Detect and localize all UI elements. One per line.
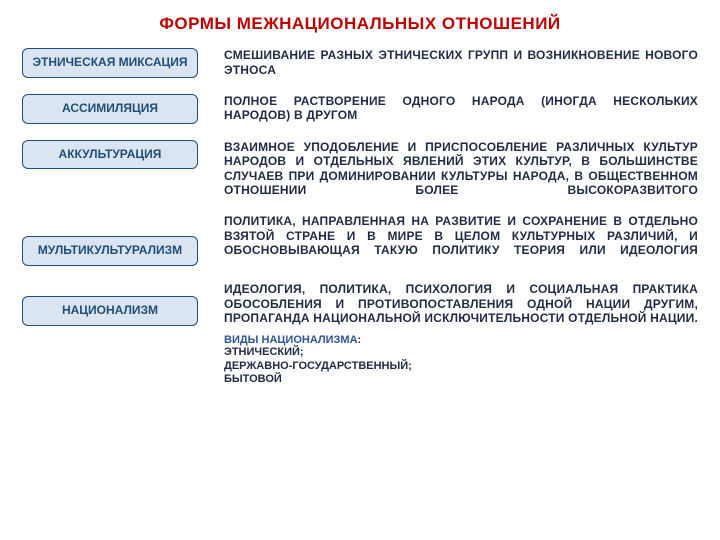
colon: : xyxy=(358,334,362,346)
nationalism-kind-0: ЭТНИЧЕСКИЙ; xyxy=(224,346,698,360)
term-box-2: АККУЛЬТУРАЦИЯ xyxy=(22,140,198,170)
page-title: ФОРМЫ МЕЖНАЦИОНАЛЬНЫХ ОТНОШЕНИЙ xyxy=(22,14,698,34)
term-box-1: АССИМИЛЯЦИЯ xyxy=(22,94,198,124)
term-box-0: ЭТНИЧЕСКАЯ МИКСАЦИЯ xyxy=(22,48,198,78)
desc-4: ИДЕОЛОГИЯ, ПОЛИТИКА, ПСИХОЛОГИЯ И СОЦИАЛ… xyxy=(224,282,698,326)
term-box-3: МУЛЬТИКУЛЬТУРАЛИЗМ xyxy=(22,236,198,266)
row-1: АССИМИЛЯЦИЯ ПОЛНОЕ РАСТВОРЕНИЕ ОДНОГО НАР… xyxy=(22,94,698,124)
row-2: АККУЛЬТУРАЦИЯ ВЗАИМНОЕ УПОДОБЛЕНИЕ И ПРИС… xyxy=(22,140,698,199)
nationalism-kinds-title: ВИДЫ НАЦИОНАЛИЗМА xyxy=(224,334,358,346)
nationalism-kinds-list: ЭТНИЧЕСКИЙ;ДЕРЖАВНО-ГОСУДАРСТВЕННЫЙ;БЫТО… xyxy=(224,346,698,387)
desc-1: ПОЛНОЕ РАСТВОРЕНИЕ ОДНОГО НАРОДА (ИНОГДА… xyxy=(224,94,698,123)
desc-3: ПОЛИТИКА, НАПРАВЛЕННАЯ НА РАЗВИТИЕ И СОХ… xyxy=(224,214,698,258)
nationalism-kinds: ВИДЫ НАЦИОНАЛИЗМА: ЭТНИЧЕСКИЙ;ДЕРЖАВНО-Г… xyxy=(224,334,698,387)
desc-2: ВЗАИМНОЕ УПОДОБЛЕНИЕ И ПРИСПОСОБЛЕНИЕ РА… xyxy=(224,140,698,199)
row-3: МУЛЬТИКУЛЬТУРАЛИЗМ ПОЛИТИКА, НАПРАВЛЕННАЯ… xyxy=(22,214,698,266)
row-0: ЭТНИЧЕСКАЯ МИКСАЦИЯ СМЕШИВАНИЕ РАЗНЫХ ЭТН… xyxy=(22,48,698,78)
rows-container: ЭТНИЧЕСКАЯ МИКСАЦИЯ СМЕШИВАНИЕ РАЗНЫХ ЭТН… xyxy=(22,48,698,326)
term-box-4: НАЦИОНАЛИЗМ xyxy=(22,296,198,326)
row-4: НАЦИОНАЛИЗМ ИДЕОЛОГИЯ, ПОЛИТИКА, ПСИХОЛОГ… xyxy=(22,282,698,326)
nationalism-kind-2: БЫТОВОЙ xyxy=(224,373,698,387)
nationalism-kind-1: ДЕРЖАВНО-ГОСУДАРСТВЕННЫЙ; xyxy=(224,360,698,374)
desc-0: СМЕШИВАНИЕ РАЗНЫХ ЭТНИЧЕСКИХ ГРУПП И ВОЗ… xyxy=(224,48,698,77)
